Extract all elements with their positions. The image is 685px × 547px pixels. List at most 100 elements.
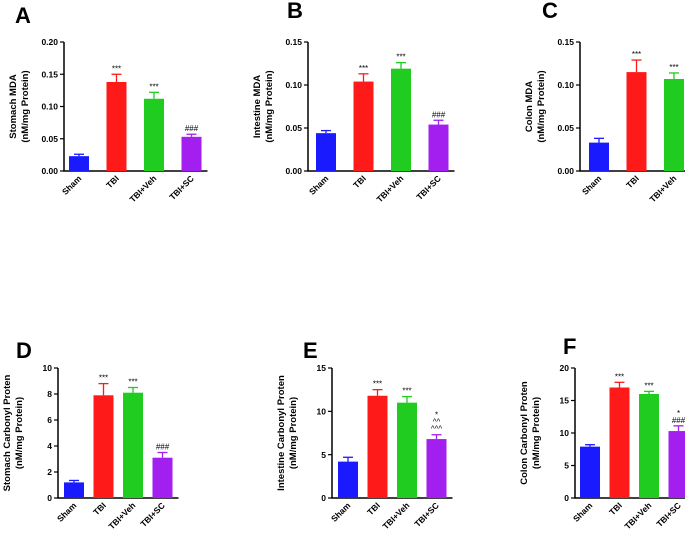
bar-tbi-sc [429, 125, 449, 171]
x-tick-label: Sham [55, 500, 79, 524]
y-axis-label: (nM/mg Protein) [20, 70, 31, 142]
y-tick-label: 0.10 [285, 80, 302, 90]
y-tick-label: 10 [43, 363, 53, 373]
panel-label: A [15, 3, 31, 28]
bar-sham [589, 143, 609, 171]
x-tick-label: TBI [351, 173, 368, 190]
y-axis-label: (nM/mg Protein) [264, 70, 275, 142]
panel-label: E [303, 338, 318, 363]
y-tick-label: 10 [560, 428, 570, 438]
panel-label: C [542, 0, 558, 23]
panel-label: D [16, 338, 32, 363]
bar-tbi [354, 82, 374, 171]
y-axis-label: Colon MDA [524, 81, 535, 132]
y-tick-label: 0.10 [557, 80, 574, 90]
bar-tbi [610, 388, 630, 499]
x-tick-label: Sham [60, 173, 84, 197]
y-tick-label: 15 [560, 396, 570, 406]
y-tick-label: 4 [47, 441, 52, 451]
y-tick-label: 0.15 [557, 37, 574, 47]
bar-tbi-veh [397, 403, 417, 498]
x-tick-label: TBI+SC [167, 173, 196, 202]
significance-label: ### [156, 443, 170, 452]
x-tick-label: TBI+SC [414, 173, 443, 202]
significance-label: *** [402, 387, 411, 396]
significance-label: *** [99, 374, 108, 383]
y-tick-label: 5 [564, 461, 569, 471]
y-tick-label: 0.20 [41, 37, 58, 47]
panel-label: F [563, 334, 576, 359]
y-tick-label: 0.10 [41, 102, 58, 112]
significance-label: * [677, 409, 680, 418]
bar-tbi-veh [144, 99, 164, 171]
bar-tbi [107, 82, 127, 171]
significance-label: *** [112, 64, 121, 73]
x-tick-label: TBI+Veh [106, 500, 137, 531]
significance-label: *** [615, 372, 624, 381]
panel-c: C 0.00 0.05 0.10 0.15 Colon MDA(nM/mg Protein… [524, 0, 685, 204]
bar-sham [580, 447, 600, 498]
y-tick-label: 20 [560, 363, 570, 373]
x-tick-label: TBI+Veh [622, 500, 653, 531]
bar-sham [316, 133, 336, 171]
x-tick-label: TBI+SC [654, 500, 683, 529]
y-tick-label: 10 [317, 407, 327, 417]
x-tick-label: TBI+SC [138, 500, 167, 529]
bar-sham [338, 462, 358, 498]
y-axis-label: (nM/mg Protein) [288, 397, 299, 469]
significance-label: *** [396, 53, 405, 62]
y-tick-label: 0 [47, 493, 52, 503]
significance-label: ### [432, 110, 446, 119]
y-tick-label: 0.00 [41, 166, 58, 176]
y-axis-label: (nM/mg Protein) [14, 397, 25, 469]
y-tick-label: 2 [47, 467, 52, 477]
significance-label: *** [149, 82, 158, 91]
y-axis-label: Stomach Carbonyl Proten [2, 374, 13, 491]
bar-tbi [627, 72, 647, 171]
bar-tbi-veh [123, 393, 143, 498]
y-tick-label: 6 [47, 415, 52, 425]
bar-tbi [368, 396, 388, 498]
y-axis-label: (nM/mg Protein) [531, 397, 542, 469]
y-axis-label: (nM/mg Protein) [536, 70, 547, 142]
bar-sham [64, 482, 84, 498]
y-tick-label: 0.00 [557, 166, 574, 176]
y-tick-label: 0.05 [285, 123, 302, 133]
significance-label: *** [644, 381, 653, 390]
y-tick-label: 0.05 [41, 134, 58, 144]
significance-label: *** [669, 63, 678, 72]
y-tick-label: 0.15 [41, 69, 58, 79]
y-tick-label: 0.05 [557, 123, 574, 133]
y-tick-label: 0 [564, 493, 569, 503]
panel-d: D 0 2 4 6 8 10 Stomach Carbonyl Proten(nM/mg Pr… [2, 338, 179, 531]
bar-tbi-sc [153, 458, 173, 498]
bar-tbi-veh [664, 79, 684, 171]
x-tick-label: TBI+Veh [374, 173, 405, 204]
x-tick-label: TBI+Veh [127, 173, 158, 204]
y-tick-label: 5 [321, 450, 326, 460]
x-tick-label: TBI+Veh [647, 173, 678, 204]
x-tick-label: Sham [580, 173, 604, 197]
y-axis-label: Intestine MDA [252, 75, 263, 138]
x-tick-label: Sham [329, 500, 353, 524]
y-tick-label: 0.00 [285, 166, 302, 176]
significance-label: *** [359, 64, 368, 73]
x-tick-label: TBI [624, 173, 641, 190]
bar-tbi-veh [391, 69, 411, 171]
x-tick-label: TBI [607, 500, 624, 517]
significance-label: * [435, 411, 438, 420]
bar-tbi-sc [182, 137, 202, 171]
x-tick-label: TBI [365, 500, 382, 517]
y-tick-label: 0 [321, 493, 326, 503]
y-tick-label: 8 [47, 389, 52, 399]
bar-tbi-sc [427, 439, 447, 498]
x-tick-label: TBI+SC [412, 500, 441, 529]
panel-label: B [287, 0, 303, 23]
x-tick-label: TBI [91, 500, 108, 517]
x-tick-label: TBI+Veh [380, 500, 411, 531]
bar-tbi-veh [639, 394, 659, 498]
